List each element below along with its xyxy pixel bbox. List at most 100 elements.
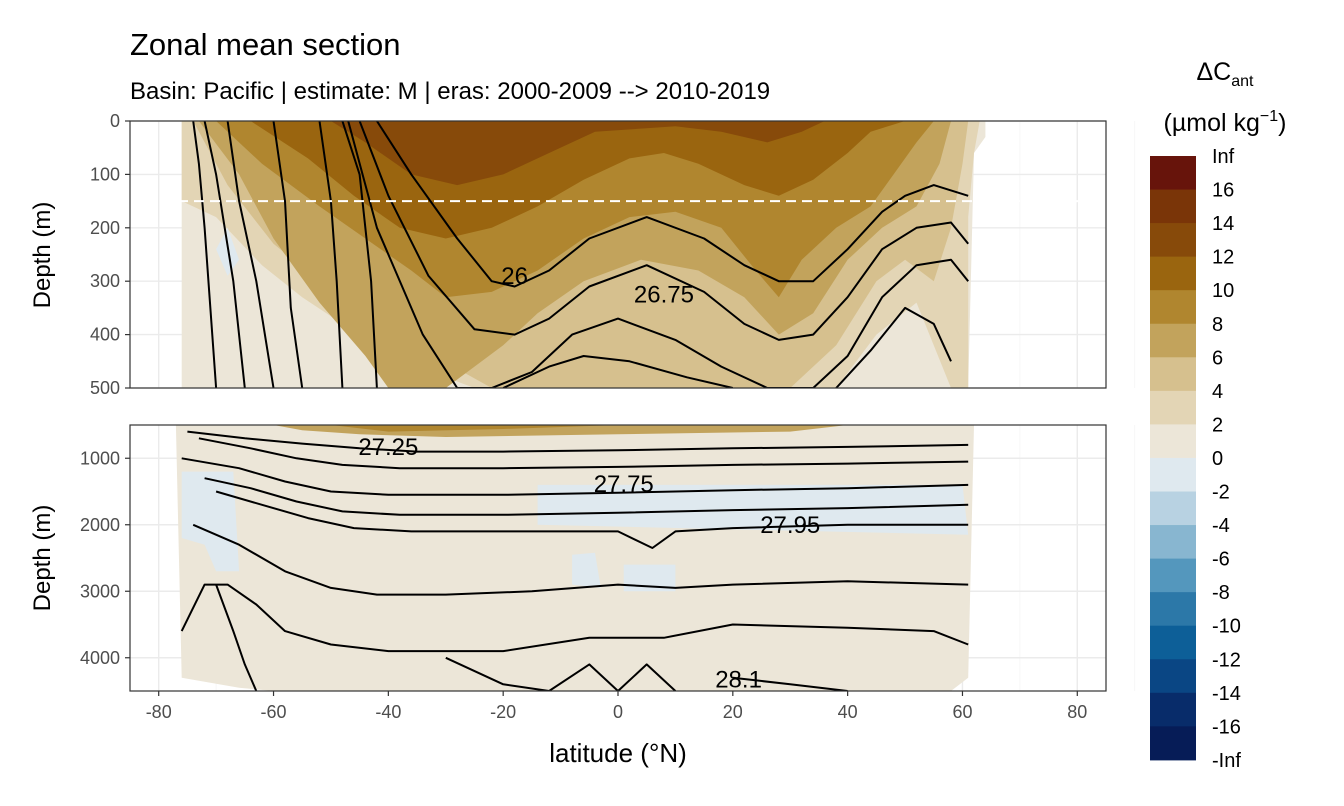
legend-label: 8 xyxy=(1212,314,1223,336)
lower-panel-fill xyxy=(175,425,974,691)
isopycnal-line xyxy=(347,121,969,388)
y-tick-label: 4000 xyxy=(80,648,120,668)
y-tick-label: 300 xyxy=(90,271,120,291)
isopycnal-line xyxy=(192,523,969,596)
upper-panel-border xyxy=(129,120,1107,389)
legend-label: -Inf xyxy=(1212,750,1241,772)
isopycnal-line xyxy=(203,121,246,388)
legend-swatch xyxy=(1150,457,1196,492)
isopycnal-line xyxy=(215,490,969,549)
legend-swatch xyxy=(1150,558,1196,593)
x-tick-label: 0 xyxy=(613,702,623,722)
legend-swatch xyxy=(1150,525,1196,560)
legend-title: ΔCant xyxy=(1196,58,1254,90)
upper-panel-y-ticks: 0 100 200 300 400 500 xyxy=(90,111,130,398)
isopycnal-line xyxy=(445,656,677,691)
fill-band xyxy=(572,552,601,588)
x-tick-label: 20 xyxy=(723,702,743,722)
legend-swatch xyxy=(1150,189,1196,224)
y-axis-label-upper: Depth (m) xyxy=(29,202,56,309)
isopycnal-line xyxy=(215,584,258,691)
isopycnal-line xyxy=(502,355,734,388)
legend-label: 4 xyxy=(1212,381,1223,403)
legend-label: -12 xyxy=(1212,649,1241,671)
lower-panel-contours xyxy=(180,430,969,691)
isopycnal-line xyxy=(226,121,275,388)
legend-swatch xyxy=(1150,390,1196,425)
isopycnal-line xyxy=(376,121,969,288)
y-tick-label: 2000 xyxy=(80,515,120,535)
y-tick-label: 0 xyxy=(110,111,120,131)
upper-panel-contours xyxy=(192,121,969,388)
legend-label: 6 xyxy=(1212,347,1223,369)
x-tick-label: 80 xyxy=(1067,702,1087,722)
legend-label: -16 xyxy=(1212,716,1241,738)
color-legend: ΔCant (µmol kg−1) Inf 16 14 12 10 8 6 4 2 0 -2 -4 -6… xyxy=(1150,58,1286,772)
lower-panel: 1000 2000 3000 4000 xyxy=(80,424,1136,692)
isopycnal-line xyxy=(181,457,969,496)
legend-label: 0 xyxy=(1212,448,1223,470)
isopycnal-line xyxy=(272,121,304,388)
contour-labels: 26 26.75 27.25 27.75 27.95 28.1 xyxy=(358,263,820,694)
isopycnal-line xyxy=(732,676,848,691)
fill-band xyxy=(623,564,676,592)
isopycnal-line xyxy=(835,306,952,388)
y-tick-label: 400 xyxy=(90,325,120,345)
legend-swatch xyxy=(1150,156,1196,191)
legend-swatch xyxy=(1150,256,1196,291)
contour-label: 27.75 xyxy=(594,471,654,498)
contour-label: 26 xyxy=(501,263,528,290)
y-tick-label: 100 xyxy=(90,164,120,184)
legend-labels: Inf 16 14 12 10 8 6 4 2 0 -2 -4 -6 -8 -10 -12 -14 -16 -Inf xyxy=(1212,146,1241,772)
legend-swatch xyxy=(1150,692,1196,727)
legend-swatch xyxy=(1150,659,1196,694)
y-tick-label: 200 xyxy=(90,218,120,238)
x-tick-label: 60 xyxy=(952,702,972,722)
legend-swatch xyxy=(1150,357,1196,392)
contour-label: 27.95 xyxy=(760,512,820,539)
contour-label: 26.75 xyxy=(634,282,694,309)
y-tick-label: 500 xyxy=(90,378,120,398)
legend-label: 2 xyxy=(1212,414,1223,436)
y-tick-label: 1000 xyxy=(80,448,120,468)
legend-label: -4 xyxy=(1212,515,1230,537)
upper-panel: 0 100 200 300 400 500 xyxy=(90,111,1136,398)
contour-label: 27.25 xyxy=(358,434,418,461)
legend-label: 10 xyxy=(1212,280,1234,302)
legend-swatch xyxy=(1150,625,1196,660)
legend-label: Inf xyxy=(1212,146,1235,168)
x-axis-label: latitude (°N) xyxy=(549,738,687,768)
legend-label: 14 xyxy=(1212,213,1234,235)
chart-title: Zonal mean section xyxy=(130,27,401,62)
chart-subtitle: Basin: Pacific | estimate: M | eras: 200… xyxy=(130,78,770,105)
isopycnal-line xyxy=(180,583,969,653)
isopycnal-line xyxy=(198,437,969,470)
isopycnal-line xyxy=(341,121,378,388)
y-axis-label-lower: Depth (m) xyxy=(29,505,56,612)
legend-unit: (µmol kg−1) xyxy=(1164,108,1287,137)
legend-swatches xyxy=(1150,156,1196,761)
upper-panel-fill xyxy=(181,121,986,388)
isopycnal-line xyxy=(358,121,969,341)
x-tick-label: -80 xyxy=(146,702,172,722)
x-tick-label: 40 xyxy=(838,702,858,722)
x-tick-label: -20 xyxy=(490,702,516,722)
legend-label: 12 xyxy=(1212,247,1234,269)
legend-swatch xyxy=(1150,323,1196,358)
legend-swatch xyxy=(1150,424,1196,459)
lower-panel-y-ticks: 1000 2000 3000 4000 xyxy=(80,448,130,668)
legend-label: -8 xyxy=(1212,582,1230,604)
legend-label: 16 xyxy=(1212,180,1234,202)
x-axis-ticks: -80 -60 -40 -20 0 20 40 60 80 xyxy=(146,691,1087,722)
fill-band xyxy=(181,471,240,572)
fill-band xyxy=(330,121,825,186)
legend-swatch xyxy=(1150,726,1196,761)
x-tick-label: -60 xyxy=(261,702,287,722)
contour-label: 28.1 xyxy=(715,667,762,694)
legend-label: -10 xyxy=(1212,616,1241,638)
y-tick-label: 3000 xyxy=(80,581,120,601)
legend-swatch xyxy=(1150,491,1196,526)
legend-swatch xyxy=(1150,290,1196,325)
